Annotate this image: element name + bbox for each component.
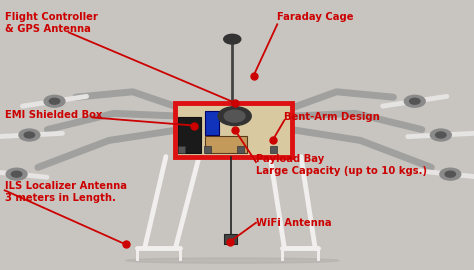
Circle shape [19, 129, 40, 141]
Circle shape [440, 168, 461, 180]
Bar [224, 234, 237, 244]
Circle shape [24, 132, 35, 138]
Circle shape [6, 168, 27, 180]
Text: ILS Localizer Antenna
3 meters in Length.: ILS Localizer Antenna 3 meters in Length… [5, 181, 127, 203]
Text: Faraday Cage: Faraday Cage [277, 12, 354, 22]
Ellipse shape [126, 258, 339, 263]
Circle shape [410, 98, 420, 104]
Bar [270, 146, 277, 153]
Bar [175, 103, 292, 157]
Circle shape [445, 171, 456, 177]
Circle shape [436, 132, 446, 138]
Text: Flight Controller
& GPS Antenna: Flight Controller & GPS Antenna [5, 12, 98, 34]
Bar [178, 146, 185, 153]
Circle shape [44, 95, 65, 107]
Text: WiFi Antenna: WiFi Antenna [256, 218, 332, 228]
Circle shape [430, 129, 451, 141]
Circle shape [49, 98, 60, 104]
Bar [205, 111, 219, 135]
Bar [237, 146, 244, 153]
Circle shape [404, 95, 425, 107]
Text: Payload Bay
Large Capacity (up to 10 kgs.): Payload Bay Large Capacity (up to 10 kgs… [256, 154, 427, 176]
Text: EMI Shielded Box: EMI Shielded Box [5, 110, 102, 120]
Circle shape [224, 110, 245, 122]
Bar [205, 136, 247, 153]
Bar [178, 117, 201, 153]
Text: Bent-Arm Design: Bent-Arm Design [284, 112, 380, 123]
Circle shape [11, 171, 22, 177]
Circle shape [224, 34, 241, 44]
Bar [204, 146, 211, 153]
Circle shape [218, 107, 251, 126]
